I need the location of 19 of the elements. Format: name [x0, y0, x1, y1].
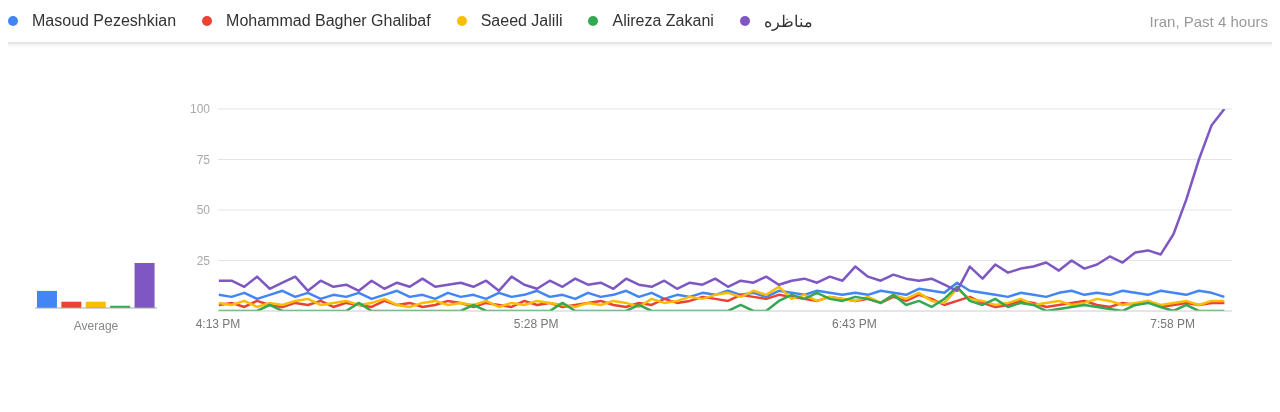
bar [134, 263, 155, 308]
legend-label: مناظره [763, 11, 813, 31]
y-tick-label: 100 [189, 102, 211, 117]
bar [36, 290, 57, 308]
legend-label: Masoud Pezeshkian [32, 12, 177, 30]
line-series [218, 281, 1226, 301]
y-tick-label: 25 [196, 253, 211, 268]
legend-label: Saeed Jalili [480, 12, 563, 30]
y-tick-label: 75 [196, 152, 211, 167]
line-series [218, 109, 1226, 293]
y-tick-label: 50 [196, 203, 211, 218]
legend-label: Alireza Zakani [612, 12, 714, 30]
x-tick-label: 6:43 PM [832, 316, 877, 331]
x-tick-label: 4:13 PM [195, 316, 241, 331]
legend-label: Mohammad Bagher Ghalibaf [226, 12, 431, 30]
x-axis-title: Average [73, 319, 119, 333]
text: Iran, Past 4 hours [1149, 12, 1268, 30]
x-tick-label: 7:58 PM [1150, 316, 1195, 331]
x-tick-label: 5:28 PM [513, 316, 559, 331]
